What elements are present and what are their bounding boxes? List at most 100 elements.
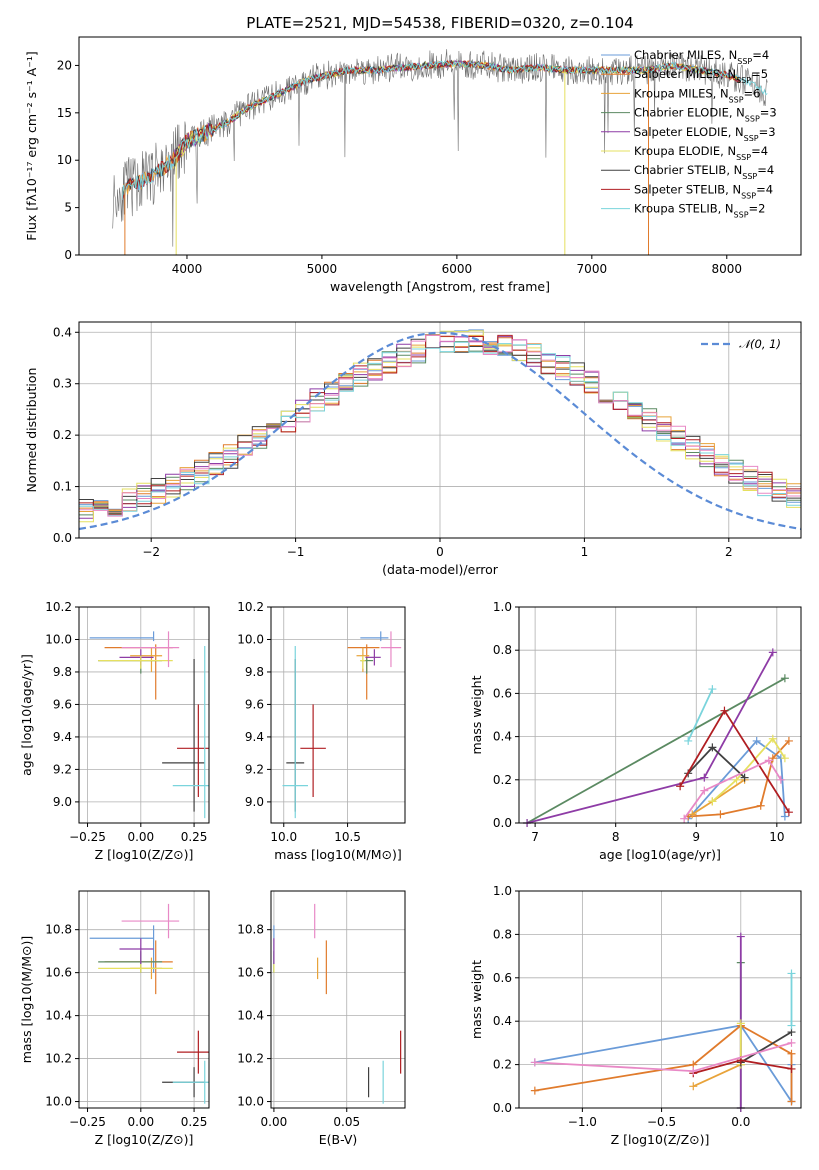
weight-line — [526, 651, 774, 824]
age_vs_mass-frame — [270, 606, 406, 824]
residuals-xlabel: (data-model)/error — [382, 562, 499, 577]
weight-line — [740, 1031, 792, 1064]
mass_vs_Z-xlabel: Z [log10(Z/Z⊙)] — [95, 1132, 194, 1147]
y-tick-label: 0.4 — [53, 325, 72, 339]
y-tick-label: 9.2 — [245, 762, 264, 776]
x-tick-label: 0.00 — [261, 1115, 288, 1129]
y-tick-label: 10.6 — [45, 966, 72, 980]
weight-marker — [752, 736, 761, 745]
spectrum-frame — [78, 36, 802, 256]
y-tick-label: 1.0 — [493, 600, 512, 614]
weight-line — [534, 1042, 792, 1073]
age_vs_mass-xlabel: mass [log10(M/M⊙)] — [274, 847, 402, 862]
y-tick-label: 10.0 — [45, 632, 72, 646]
weight-marker — [720, 706, 729, 715]
y-tick-label: 9.8 — [53, 665, 72, 679]
gaussian-legend-label: 𝒩(0, 1) — [739, 337, 781, 351]
weight_vs_age-frame — [518, 606, 802, 824]
gaussian-curve — [78, 331, 802, 531]
weight_vs_Z-xlabel: Z [log10(Z/Z⊙)] — [611, 1132, 710, 1147]
residuals-ylabel: Normed distribution — [24, 368, 39, 493]
spectrum-xlabel: wavelength [Angstrom, rest frame] — [330, 279, 550, 294]
x-tick-label: 9 — [692, 830, 700, 844]
y-tick-label: 0.2 — [493, 773, 512, 787]
weight-marker — [756, 801, 765, 810]
y-tick-label: 0 — [64, 248, 72, 262]
age_vs_Z-xlabel: Z [log10(Z/Z⊙)] — [95, 847, 194, 862]
weight-line — [683, 759, 782, 820]
weight-marker — [780, 812, 789, 821]
weight_vs_Z-ylabel: mass weight — [469, 960, 484, 1039]
y-tick-label: 0.2 — [53, 428, 72, 442]
x-tick-label: 0.25 — [181, 830, 208, 844]
x-tick-label: −1.0 — [568, 1115, 597, 1129]
weight-marker — [688, 810, 697, 819]
model-spectrum-8 — [121, 60, 768, 201]
weight-marker — [736, 932, 745, 941]
weight_vs_age-axes: 7 8 9 10 0.0 0.2 0.4 0.6 0.8 1.0 age [log10(age/yr… — [469, 600, 801, 862]
legend-label: Chabrier STELIB, NSSP=4 — [634, 163, 774, 181]
x-tick-label: 8 — [612, 830, 620, 844]
weight-marker — [684, 736, 693, 745]
x-tick-label: −1 — [287, 545, 305, 559]
x-tick-label: −0.25 — [69, 1115, 106, 1129]
weight-marker — [530, 1058, 539, 1067]
x-tick-label: 4000 — [172, 262, 203, 276]
y-tick-label: 10.2 — [237, 600, 264, 614]
y-tick-label: 0.1 — [53, 480, 72, 494]
weight-marker — [676, 782, 685, 791]
weight-marker — [689, 1067, 698, 1076]
x-tick-label: 7 — [531, 830, 539, 844]
y-tick-label: 5 — [64, 201, 72, 215]
weight-marker — [776, 775, 785, 784]
weight_vs_Z-frame — [518, 890, 802, 1109]
x-tick-label: 0 — [436, 545, 444, 559]
spectrum-axes: 4000 5000 6000 7000 8000 0 5 10 15 20 wavelength [… — [24, 51, 742, 294]
y-tick-label: 0.4 — [493, 1014, 512, 1028]
y-tick-label: 15 — [57, 106, 72, 120]
weight-line — [534, 1024, 793, 1102]
mass_vs_ebv-axes: 0.00 0.05 10.0 10.2 10.4 10.6 10.8 E(B-V) — [237, 891, 405, 1147]
weight_vs_age-xlabel: age [log10(age/yr)] — [599, 847, 721, 862]
mass_vs_ebv-xlabel: E(B-V) — [319, 1132, 358, 1147]
y-tick-label: 10.0 — [45, 1095, 72, 1109]
y-tick-label: 10 — [57, 153, 72, 167]
weight-marker — [740, 773, 749, 782]
weight_vs_age-ylabel: mass weight — [469, 675, 484, 754]
weight-marker — [700, 773, 709, 782]
x-tick-label: 6000 — [442, 262, 473, 276]
y-tick-label: 10.2 — [237, 1052, 264, 1066]
weight-marker — [530, 1086, 539, 1095]
weight-marker — [768, 648, 777, 657]
weight-line — [692, 1063, 742, 1088]
weight-marker — [787, 1021, 796, 1030]
weight-line — [526, 677, 786, 824]
x-tick-label: 0.00 — [127, 830, 154, 844]
legend-label: Kroupa ELODIE, NSSP=4 — [634, 144, 768, 162]
x-tick-label: 7000 — [577, 262, 608, 276]
age_vs_mass-axes: 10.0 10.5 9.0 9.2 9.4 9.6 9.8 10.0 10.2 mass [log… — [237, 600, 405, 862]
y-tick-label: 10.4 — [45, 1009, 72, 1023]
x-tick-label: −2 — [142, 545, 160, 559]
weight-marker — [708, 797, 717, 806]
mass_vs_Z-frame — [78, 890, 210, 1109]
y-tick-label: 9.6 — [245, 697, 264, 711]
y-tick-label: 9.0 — [53, 795, 72, 809]
y-tick-label: 10.8 — [45, 923, 72, 937]
weight-marker — [787, 1049, 796, 1058]
y-tick-label: 0.0 — [493, 816, 512, 830]
x-tick-label: 2 — [725, 545, 733, 559]
legend-label: Chabrier MILES, NSSP=4 — [634, 48, 769, 66]
legend-label: Salpeter MILES, NSSP=5 — [634, 67, 768, 85]
weight-marker — [708, 743, 717, 752]
x-tick-label: 10.0 — [270, 830, 297, 844]
residuals-frame — [78, 321, 802, 539]
y-tick-label: 10.4 — [237, 1009, 264, 1023]
legend-label: Kroupa STELIB, NSSP=2 — [634, 202, 765, 220]
y-tick-label: 10.6 — [237, 966, 264, 980]
y-tick-label: 9.6 — [53, 697, 72, 711]
y-tick-label: 10.2 — [45, 600, 72, 614]
weight-marker — [680, 814, 689, 823]
y-tick-label: 0.6 — [493, 686, 512, 700]
